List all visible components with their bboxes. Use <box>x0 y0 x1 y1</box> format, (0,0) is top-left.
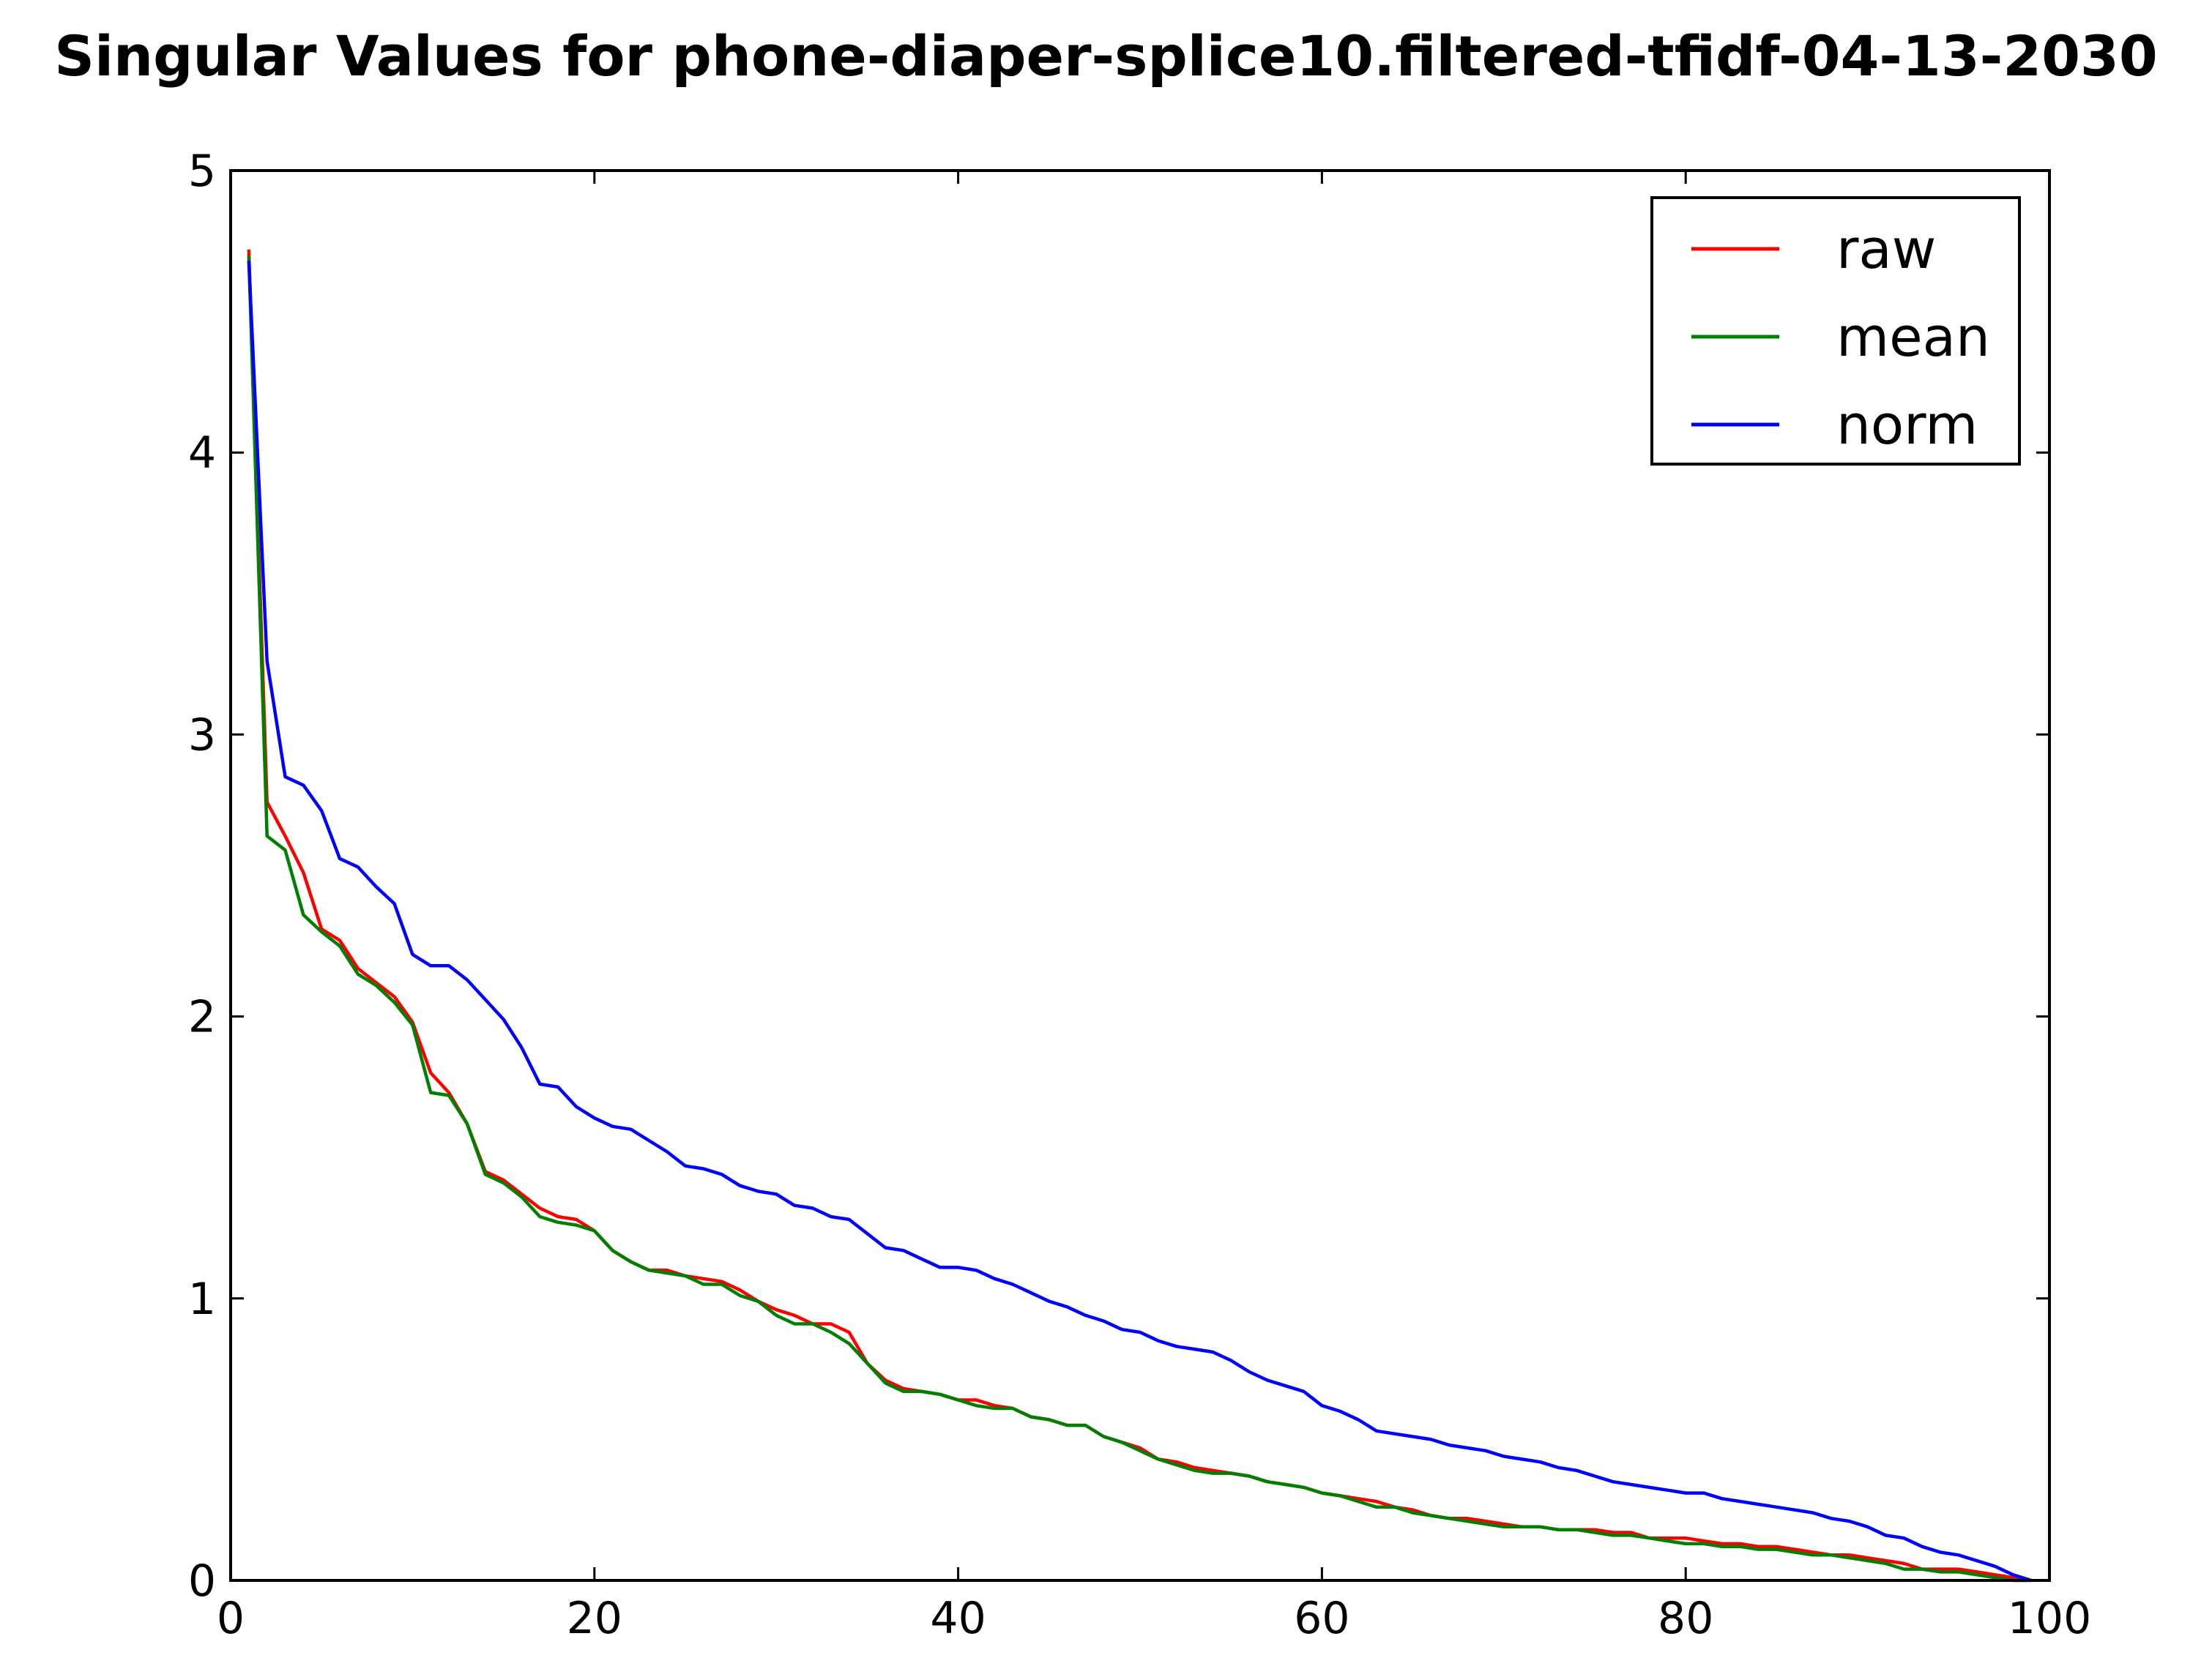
y-tick-label: 4 <box>188 427 216 479</box>
series-line-mean <box>247 255 2032 1583</box>
x-tick-label: 40 <box>930 1593 986 1644</box>
ticks-layer <box>229 169 2051 1582</box>
x-tick-label: 100 <box>2008 1593 2092 1644</box>
series-line-norm <box>247 261 2032 1583</box>
y-tick-label: 2 <box>188 992 216 1043</box>
plot-frame <box>229 169 2051 1582</box>
legend-frame <box>1650 196 2021 466</box>
x-tick-label: 80 <box>1658 1593 1713 1644</box>
y-tick-label: 3 <box>188 709 216 761</box>
x-tick-label: 0 <box>217 1593 245 1644</box>
x-tick-label: 60 <box>1294 1593 1349 1644</box>
legend-label-norm: norm <box>1836 394 1978 457</box>
series-layer <box>247 249 2032 1583</box>
legend: raw mean norm <box>1650 196 2021 466</box>
legend-label-raw: raw <box>1836 218 1936 281</box>
y-tick-label: 5 <box>188 146 216 197</box>
y-tick-label: 0 <box>188 1556 216 1607</box>
tick-labels: 0 20 40 60 80 100 0 1 2 3 4 5 <box>188 146 2091 1644</box>
x-tick-label: 20 <box>567 1593 622 1644</box>
chart-title: Singular Values for phone-diaper-splice1… <box>54 23 2158 89</box>
legend-label-mean: mean <box>1836 306 1990 369</box>
series-line-raw <box>247 249 2032 1583</box>
y-tick-label: 1 <box>188 1274 216 1325</box>
